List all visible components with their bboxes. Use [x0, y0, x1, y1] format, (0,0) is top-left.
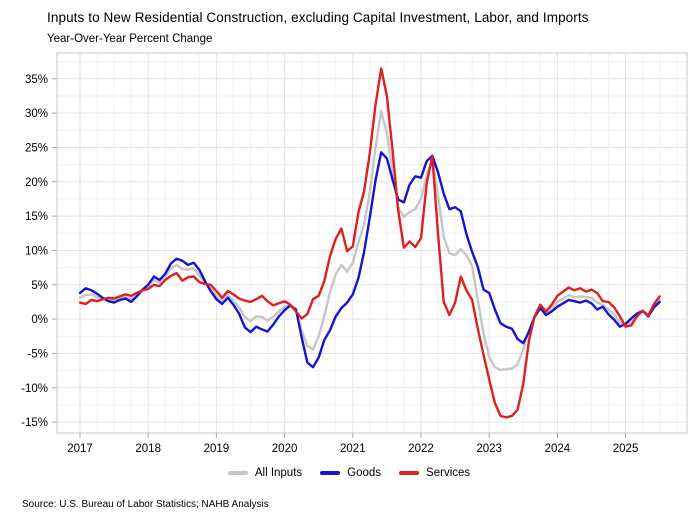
chart-subtitle: Year-Over-Year Percent Change	[47, 33, 213, 45]
y-tick-label: 20%	[25, 177, 48, 189]
y-tick-label: 0%	[31, 314, 48, 326]
legend-label: Services	[426, 467, 471, 479]
legend-item-services: Services	[399, 467, 470, 479]
line-services	[78, 67, 661, 419]
plot-border	[56, 52, 688, 434]
y-tick-label: -10%	[21, 383, 48, 395]
line-goods	[78, 151, 661, 369]
y-tick-label: 15%	[25, 211, 48, 223]
legend-swatch-icon	[320, 471, 341, 475]
y-tick-label: 10%	[25, 245, 48, 257]
x-tick-label: 2017	[67, 443, 93, 455]
source-note: Source: U.S. Bureau of Labor Statistics;…	[22, 499, 269, 510]
y-tick-label: 5%	[31, 280, 48, 292]
legend-swatch-icon	[399, 471, 420, 475]
y-tick-label: 35%	[25, 74, 48, 86]
x-tick-label: 2019	[204, 443, 230, 455]
x-tick-label: 2025	[613, 443, 639, 455]
x-tick-label: 2021	[340, 443, 366, 455]
legend-label: Goods	[347, 467, 382, 479]
y-tick-label: 25%	[25, 142, 48, 154]
x-tick-label: 2022	[408, 443, 434, 455]
legend-item-all-inputs: All Inputs	[227, 467, 303, 479]
x-tick-label: 2024	[545, 443, 571, 455]
legend-item-goods: Goods	[320, 467, 381, 479]
x-tick-label: 2023	[476, 443, 502, 455]
legend-label: All Inputs	[254, 467, 303, 479]
line-all-inputs	[78, 109, 661, 372]
legend-swatch-icon	[227, 471, 248, 475]
y-tick-label: -15%	[21, 417, 48, 429]
x-tick-label: 2018	[135, 443, 161, 455]
y-tick-label: -5%	[28, 348, 48, 360]
x-tick-label: 2020	[272, 443, 298, 455]
chart-legend: All Inputs Goods Services	[0, 467, 698, 479]
chart-plot-area: 35% 30% 25% 20% 15% 10% 5% 0% -5% -10% -15% 2017 201…	[21, 52, 688, 455]
y-tick-label: 30%	[25, 108, 48, 120]
chart-title: Inputs to New Residential Construction, …	[47, 10, 589, 25]
